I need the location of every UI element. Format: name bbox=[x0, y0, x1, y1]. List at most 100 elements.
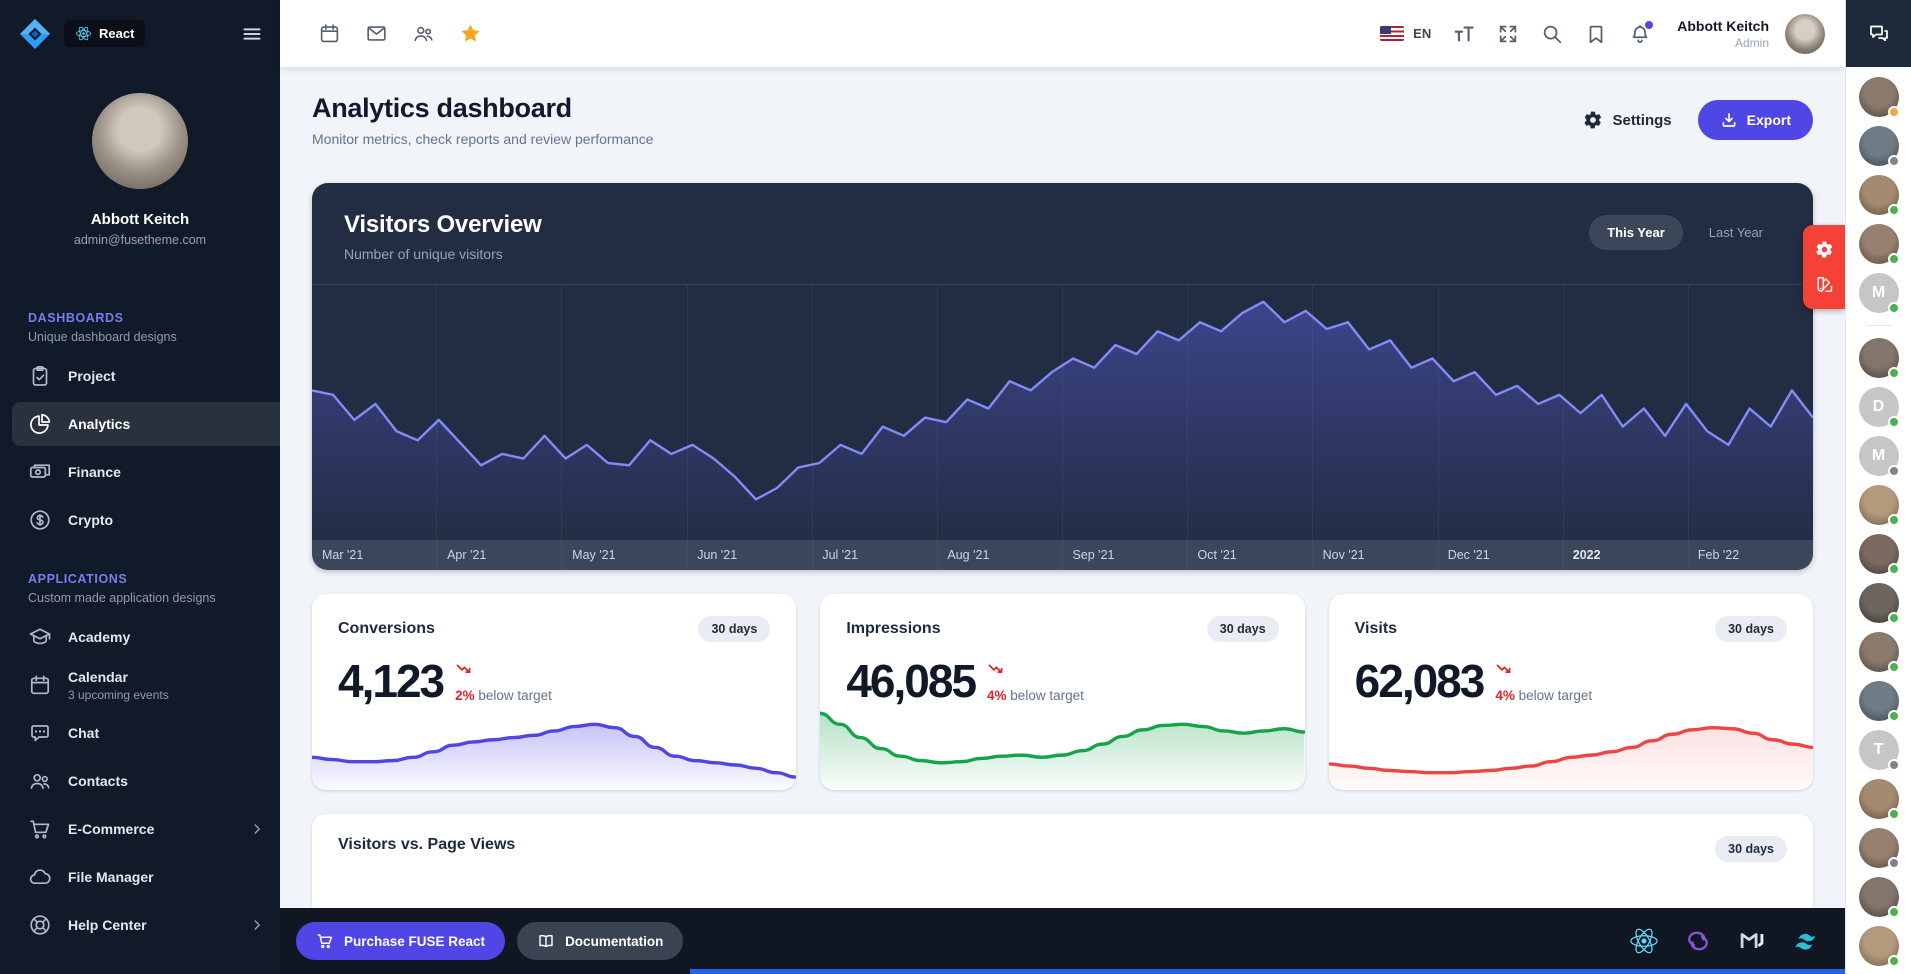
clipboard-check-icon bbox=[32, 365, 48, 386]
visitors-vs-pageviews-card: Visitors vs. Page Views 30 days bbox=[312, 814, 1813, 908]
documentation-button[interactable]: Documentation bbox=[517, 922, 684, 960]
stat-sparkline-chart bbox=[820, 704, 1305, 790]
sidebar-item-label: Contacts bbox=[68, 773, 128, 789]
month-gridcell bbox=[562, 285, 688, 570]
chat-contact-avatar[interactable] bbox=[1858, 926, 1900, 967]
fullscreen-icon[interactable] bbox=[1489, 15, 1527, 53]
overview-tabs: This Year Last Year bbox=[1589, 215, 1781, 250]
presence-dot bbox=[1887, 106, 1900, 118]
tailwind-logo[interactable] bbox=[1791, 926, 1821, 956]
user-avatar[interactable] bbox=[92, 93, 188, 189]
presence-dot bbox=[1887, 710, 1900, 722]
sidebar-item-analytics[interactable]: Analytics bbox=[12, 402, 280, 446]
mail-icon[interactable] bbox=[357, 14, 396, 53]
presence-dot bbox=[1887, 302, 1900, 314]
mui-logo[interactable] bbox=[1737, 926, 1767, 956]
contacts-icon[interactable] bbox=[404, 14, 443, 53]
search-icon[interactable] bbox=[1533, 15, 1571, 53]
tab-this-year[interactable]: This Year bbox=[1589, 215, 1683, 250]
language-label: EN bbox=[1413, 26, 1432, 41]
sidebar-header: React bbox=[0, 0, 280, 67]
page-title: Analytics dashboard bbox=[312, 93, 572, 123]
chat-contact-avatar[interactable]: T bbox=[1858, 730, 1900, 771]
sidebar-item-chat[interactable]: Chat bbox=[12, 711, 280, 755]
sidebar-item-calendar[interactable]: Calendar 3 upcoming events bbox=[12, 663, 280, 707]
chat-contact-avatar[interactable] bbox=[1858, 583, 1900, 624]
notification-dot bbox=[1645, 20, 1654, 29]
bell-icon[interactable] bbox=[1621, 15, 1659, 53]
hamburger-icon[interactable] bbox=[242, 24, 262, 44]
star-icon[interactable] bbox=[451, 14, 490, 53]
stat-cards-row: Conversions 30 days 4,123 2% below targe… bbox=[312, 594, 1813, 790]
font-size-icon[interactable] bbox=[1445, 15, 1483, 53]
react-logo[interactable] bbox=[1629, 926, 1659, 956]
chat-contact-avatar[interactable] bbox=[1858, 877, 1900, 918]
tab-last-year[interactable]: Last Year bbox=[1708, 225, 1763, 240]
swatch-icon bbox=[1816, 277, 1832, 292]
presence-dot bbox=[1887, 416, 1900, 428]
section-subtitle: Custom made application designs bbox=[28, 591, 216, 605]
settings-button[interactable]: Settings bbox=[1583, 110, 1672, 130]
month-axis-label: Jul '21 bbox=[822, 548, 859, 562]
settings-label: Settings bbox=[1612, 111, 1672, 129]
sidebar-item-label: Academy bbox=[68, 629, 131, 645]
chat-bubble-icon bbox=[31, 725, 49, 742]
shopping-cart-icon bbox=[30, 820, 50, 839]
main-content: Analytics dashboard Monitor metrics, che… bbox=[280, 67, 1845, 908]
visitors-vs-badge: 30 days bbox=[1715, 836, 1787, 862]
stat-delta: 2% below target bbox=[455, 688, 552, 703]
presence-dot bbox=[1887, 661, 1900, 673]
month-gridcell bbox=[688, 285, 813, 570]
academic-cap-icon bbox=[29, 628, 51, 645]
sidebar-item-subtitle: 3 upcoming events bbox=[68, 687, 169, 702]
sidebar-item-finance[interactable]: Finance bbox=[12, 450, 280, 494]
language-switcher[interactable]: EN bbox=[1372, 18, 1439, 49]
sidebar-item-help-center[interactable]: Help Center bbox=[12, 903, 280, 947]
sidebar-item-file-manager[interactable]: File Manager bbox=[12, 855, 280, 899]
chat-panel-toggle[interactable] bbox=[1846, 0, 1911, 67]
stat-card-conversions: Conversions 30 days 4,123 2% below targe… bbox=[312, 594, 797, 790]
chat-contact-avatar[interactable] bbox=[1858, 681, 1900, 722]
chat-contact-avatar[interactable]: M bbox=[1858, 273, 1900, 314]
chat-contact-avatar[interactable] bbox=[1858, 126, 1900, 167]
chat-contact-avatar[interactable]: D bbox=[1858, 387, 1900, 428]
chat-contact-avatar[interactable]: M bbox=[1858, 436, 1900, 477]
rail-divider bbox=[1865, 325, 1892, 326]
sidebar: React Abbott Keitch admin@fusetheme.com … bbox=[0, 0, 280, 974]
us-flag-icon bbox=[1380, 26, 1405, 41]
month-axis-label: Dec '21 bbox=[1447, 548, 1490, 562]
sidebar-item-label: Analytics bbox=[68, 416, 131, 432]
toolbar-user-avatar[interactable] bbox=[1785, 13, 1825, 54]
toolbar-user-menu[interactable]: Abbott Keitch Admin bbox=[1677, 18, 1769, 50]
sidebar-item-e-commerce[interactable]: E-Commerce bbox=[12, 807, 280, 851]
theme-settings-fab[interactable] bbox=[1803, 225, 1845, 309]
react-atom-icon bbox=[76, 26, 91, 41]
chat-contact-avatar[interactable] bbox=[1858, 338, 1900, 379]
purchase-button[interactable]: Purchase FUSE React bbox=[296, 922, 506, 960]
sidebar-item-contacts[interactable]: Contacts bbox=[12, 759, 280, 803]
sidebar-item-academy[interactable]: Academy bbox=[12, 615, 280, 659]
sidebar-item-crypto[interactable]: Crypto bbox=[12, 498, 280, 542]
trending-down-icon bbox=[988, 664, 1003, 673]
export-button[interactable]: Export bbox=[1697, 100, 1813, 140]
purchase-label: Purchase FUSE React bbox=[344, 933, 486, 949]
calendar-icon[interactable] bbox=[310, 14, 349, 53]
bottom-toolbar: Purchase FUSE React Documentation bbox=[280, 908, 1845, 974]
chat-contact-avatar[interactable] bbox=[1858, 779, 1900, 820]
chat-contact-avatar[interactable] bbox=[1858, 485, 1900, 526]
sidebar-item-project[interactable]: Project bbox=[12, 354, 280, 398]
chat-contact-avatar[interactable] bbox=[1858, 534, 1900, 575]
presence-dot bbox=[1887, 563, 1900, 575]
bookmark-icon[interactable] bbox=[1577, 15, 1615, 53]
documentation-label: Documentation bbox=[565, 933, 664, 949]
chat-contact-avatar[interactable] bbox=[1858, 175, 1900, 216]
chat-contact-avatar[interactable] bbox=[1858, 632, 1900, 673]
stat-range-badge: 30 days bbox=[1206, 616, 1279, 642]
chat-contact-avatar[interactable] bbox=[1858, 224, 1900, 265]
chat-contact-avatar[interactable] bbox=[1858, 77, 1900, 118]
redux-logo[interactable] bbox=[1683, 926, 1713, 956]
nav-section-header: DASHBOARDS Unique dashboard designs bbox=[0, 311, 280, 344]
stat-card-impressions: Impressions 30 days 46,085 4% below targ… bbox=[820, 594, 1305, 790]
chat-contact-avatar[interactable] bbox=[1858, 828, 1900, 869]
